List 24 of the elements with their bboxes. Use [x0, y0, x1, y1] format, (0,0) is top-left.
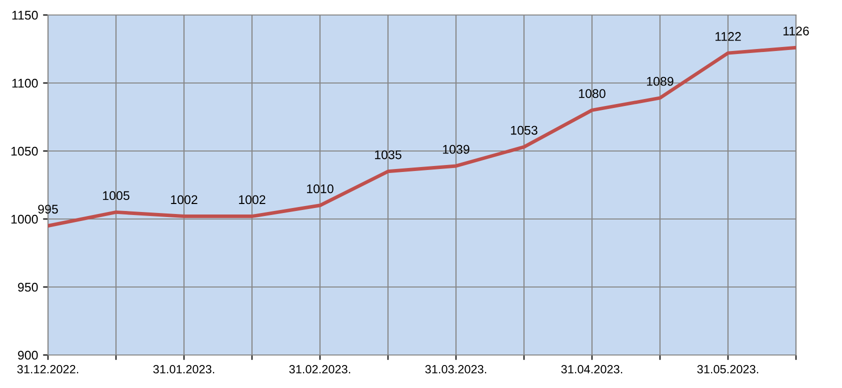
data-label: 1035	[375, 150, 402, 160]
y-tick-label: 900	[18, 350, 38, 360]
data-label: 1039	[443, 144, 470, 154]
x-tick-label: 31.05.2023.	[697, 365, 758, 374]
y-tick-label: 1050	[11, 146, 38, 156]
data-label: 1080	[579, 89, 606, 98]
y-tick-label: 1100	[12, 78, 38, 88]
data-label: 1126	[784, 26, 809, 36]
data-label: 1002	[171, 195, 198, 204]
y-tick-label: 950	[18, 282, 38, 292]
data-label: 1010	[307, 184, 334, 194]
y-tick-label: 1000	[11, 214, 38, 224]
data-label: 1002	[239, 195, 266, 204]
y-tick-label: 1150	[12, 10, 38, 20]
data-label: 1053	[511, 126, 538, 135]
x-tick-label: 31.12.2022.	[17, 365, 78, 374]
x-tick-label: 31.02.2023.	[289, 365, 350, 374]
x-tick-label: 31.01.2023.	[153, 365, 214, 374]
x-tick-label: 31.03.2023.	[425, 365, 486, 374]
data-label: 1005	[103, 191, 130, 200]
x-tick-label: 31.04.2023.	[561, 365, 622, 374]
data-label: 995	[38, 204, 58, 214]
data-label: 1122	[716, 32, 741, 41]
data-label: 1089	[647, 76, 674, 86]
